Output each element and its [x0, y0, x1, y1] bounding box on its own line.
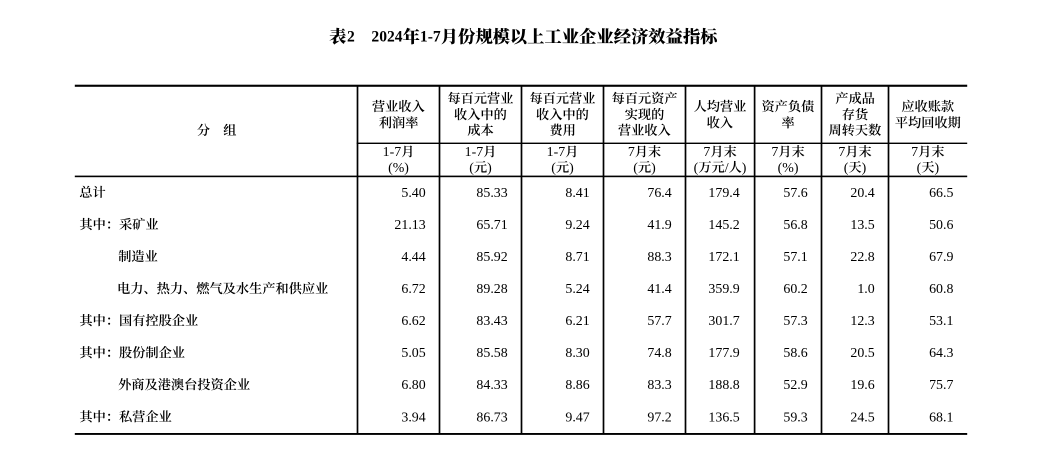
svg-text:1.0: 1.0 [857, 282, 874, 297]
svg-text:7: 7 [838, 145, 845, 160]
svg-text:): ) [742, 161, 747, 176]
svg-text:359.9: 359.9 [708, 282, 739, 297]
svg-text:85.33: 85.33 [476, 186, 507, 201]
svg-text:6.21: 6.21 [565, 314, 589, 329]
svg-text:5.40: 5.40 [401, 186, 425, 201]
svg-text:21.13: 21.13 [394, 218, 425, 233]
svg-text:41.9: 41.9 [647, 218, 671, 233]
svg-text:179.4: 179.4 [708, 186, 739, 201]
svg-text:20.5: 20.5 [850, 346, 874, 361]
svg-text:(: ( [694, 161, 699, 176]
svg-text:7: 7 [703, 145, 710, 160]
svg-text:5.05: 5.05 [401, 346, 425, 361]
svg-text:3.94: 3.94 [401, 410, 425, 425]
svg-text:58.6: 58.6 [783, 346, 807, 361]
svg-text:22.8: 22.8 [850, 250, 874, 265]
svg-text:57.1: 57.1 [783, 250, 807, 265]
svg-text:67.9: 67.9 [929, 250, 953, 265]
svg-text:6.62: 6.62 [401, 314, 425, 329]
svg-text:7: 7 [771, 145, 778, 160]
svg-text:66.5: 66.5 [929, 186, 953, 201]
svg-text:6.72: 6.72 [401, 282, 425, 297]
svg-text:/: / [725, 161, 729, 176]
svg-text:7: 7 [911, 145, 918, 160]
svg-text:): ) [862, 161, 867, 176]
svg-text:1-7: 1-7 [465, 145, 484, 160]
svg-text:52.9: 52.9 [783, 378, 807, 393]
svg-text:75.7: 75.7 [929, 378, 953, 393]
svg-text:56.8: 56.8 [783, 218, 807, 233]
svg-text:9.24: 9.24 [565, 218, 589, 233]
svg-text:13.5: 13.5 [850, 218, 874, 233]
svg-text:83.43: 83.43 [476, 314, 507, 329]
svg-text:7: 7 [628, 145, 635, 160]
svg-text:57.3: 57.3 [783, 314, 807, 329]
svg-text:20.4: 20.4 [850, 186, 874, 201]
svg-text:(: ( [633, 161, 638, 176]
svg-text:1-7: 1-7 [383, 145, 402, 160]
svg-text:(: ( [469, 161, 474, 176]
svg-text:64.3: 64.3 [929, 346, 953, 361]
svg-text:): ) [934, 161, 939, 176]
svg-text:(%): (%) [388, 161, 409, 176]
svg-text:65.71: 65.71 [476, 218, 507, 233]
svg-text:60.8: 60.8 [929, 282, 953, 297]
svg-text:(%): (%) [778, 161, 799, 176]
svg-text:84.33: 84.33 [476, 378, 507, 393]
svg-text:8.30: 8.30 [565, 346, 589, 361]
svg-text:60.2: 60.2 [783, 282, 807, 297]
svg-text:(: ( [844, 161, 849, 176]
svg-text:89.28: 89.28 [476, 282, 507, 297]
svg-text:(: ( [551, 161, 556, 176]
svg-text:85.58: 85.58 [476, 346, 507, 361]
svg-text:24.5: 24.5 [850, 410, 874, 425]
svg-text:188.8: 188.8 [708, 378, 739, 393]
svg-text:5.24: 5.24 [565, 282, 589, 297]
svg-text:74.8: 74.8 [647, 346, 671, 361]
svg-text:145.2: 145.2 [708, 218, 739, 233]
svg-text:8.71: 8.71 [565, 250, 589, 265]
svg-text:68.1: 68.1 [929, 410, 953, 425]
svg-text:): ) [487, 161, 492, 176]
svg-text:12.3: 12.3 [850, 314, 874, 329]
svg-text:301.7: 301.7 [708, 314, 739, 329]
svg-text:83.3: 83.3 [647, 378, 671, 393]
svg-text:): ) [651, 161, 656, 176]
svg-text:19.6: 19.6 [850, 378, 874, 393]
svg-text:59.3: 59.3 [783, 410, 807, 425]
svg-text:88.3: 88.3 [647, 250, 671, 265]
svg-text:136.5: 136.5 [708, 410, 739, 425]
svg-text:): ) [569, 161, 574, 176]
svg-text:172.1: 172.1 [708, 250, 739, 265]
svg-text:85.92: 85.92 [476, 250, 507, 265]
svg-text:53.1: 53.1 [929, 314, 953, 329]
svg-text:6.80: 6.80 [401, 378, 425, 393]
svg-text:8.86: 8.86 [565, 378, 589, 393]
svg-text:86.73: 86.73 [476, 410, 507, 425]
svg-text:76.4: 76.4 [647, 186, 671, 201]
svg-text:9.47: 9.47 [565, 410, 589, 425]
svg-text:57.7: 57.7 [647, 314, 671, 329]
svg-text:4.44: 4.44 [401, 250, 425, 265]
svg-text:41.4: 41.4 [647, 282, 671, 297]
svg-text:97.2: 97.2 [647, 410, 671, 425]
svg-text:1-7: 1-7 [547, 145, 566, 160]
svg-text:(: ( [917, 161, 922, 176]
svg-text:2: 2 [347, 29, 355, 46]
svg-text:2024: 2024 [371, 29, 402, 46]
svg-text:57.6: 57.6 [783, 186, 807, 201]
svg-text:8.41: 8.41 [565, 186, 589, 201]
svg-text:1-7: 1-7 [420, 29, 441, 46]
svg-text:50.6: 50.6 [929, 218, 953, 233]
svg-text:177.9: 177.9 [708, 346, 739, 361]
